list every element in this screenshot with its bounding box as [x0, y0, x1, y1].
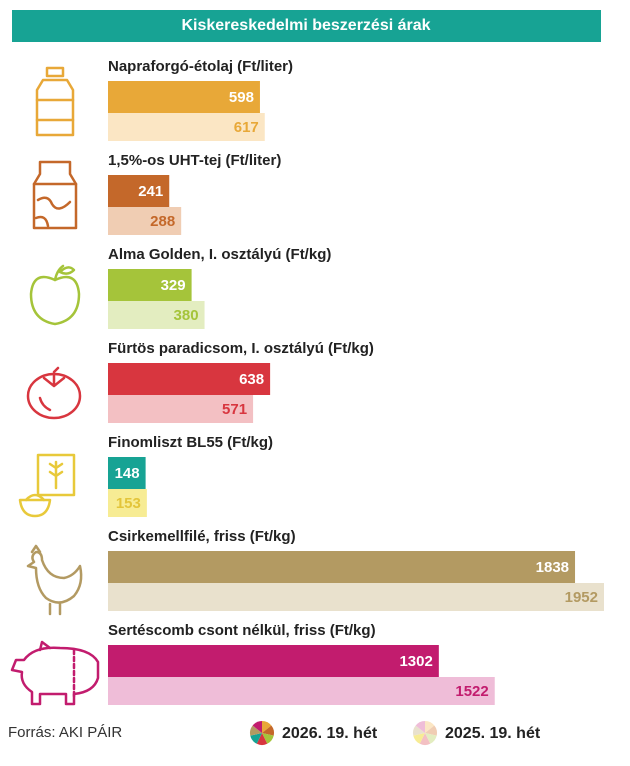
value-label: 329 — [161, 277, 186, 294]
icon-milk — [32, 160, 78, 230]
bar — [108, 489, 147, 517]
bar — [108, 269, 192, 301]
legend-wedge — [262, 733, 274, 744]
category-label: Napraforgó-étolaj (Ft/liter) — [108, 58, 293, 75]
bar — [108, 301, 205, 329]
source: Forrás: AKI PÁIR — [8, 724, 122, 741]
legend-wedge — [413, 725, 425, 736]
value-label: 638 — [239, 371, 264, 388]
legend-wedge — [250, 725, 262, 736]
value-label: 288 — [150, 213, 175, 230]
legend-wedge — [425, 733, 437, 744]
legend-wedge — [419, 733, 431, 746]
value-label: 617 — [234, 119, 259, 136]
value-label: 1522 — [455, 683, 488, 700]
legend-wedge — [415, 721, 425, 733]
icon-chicken — [26, 544, 83, 616]
bar — [108, 583, 604, 611]
icon-flour — [18, 453, 76, 518]
legend-swatch — [413, 721, 437, 746]
legend-swatch — [250, 721, 274, 746]
legend-wedge — [262, 721, 272, 733]
category-label: Sertéscomb csont nélkül, friss (Ft/kg) — [108, 622, 376, 639]
value-label: 571 — [222, 401, 247, 418]
value-label: 598 — [229, 89, 254, 106]
value-label: 1838 — [536, 559, 569, 576]
bar — [108, 551, 576, 583]
bar — [108, 395, 254, 423]
category-label: Finomliszt BL55 (Ft/kg) — [108, 434, 273, 451]
icon-apple — [29, 264, 81, 326]
value-label: 241 — [138, 183, 163, 200]
bar — [108, 645, 439, 677]
title-bar — [12, 10, 601, 42]
bar — [108, 677, 495, 705]
value-label: 153 — [116, 495, 141, 512]
bar — [108, 207, 182, 235]
value-label: 1302 — [399, 653, 432, 670]
bar — [108, 457, 146, 489]
legend-wedge — [256, 733, 268, 746]
category-label: Fürtös paradicsom, I. osztályú (Ft/kg) — [108, 340, 374, 357]
legend-label: 2025. 19. hét — [445, 725, 541, 742]
legend-wedge — [425, 721, 435, 733]
category-label: Csirkemellfilé, friss (Ft/kg) — [108, 528, 296, 545]
category-label: Alma Golden, I. osztályú (Ft/kg) — [108, 246, 331, 263]
legend-wedge — [262, 725, 274, 736]
value-label: 1952 — [565, 589, 598, 606]
legend-label: 2026. 19. hét — [282, 725, 378, 742]
icon-tomato — [26, 366, 82, 420]
icon-oil — [35, 66, 75, 137]
bar — [108, 81, 260, 113]
value-label: 380 — [174, 307, 199, 324]
bar — [108, 113, 265, 141]
bar — [108, 363, 271, 395]
legend-wedge — [413, 733, 425, 744]
value-label: 148 — [115, 465, 140, 482]
icon-pig — [10, 640, 100, 706]
bar — [108, 175, 170, 207]
legend-wedge — [425, 725, 437, 736]
chart-title: Kiskereskedelmi beszerzési árak — [181, 17, 430, 34]
legend-wedge — [250, 733, 262, 744]
category-label: 1,5%-os UHT-tej (Ft/liter) — [108, 152, 281, 169]
legend-wedge — [252, 721, 262, 733]
